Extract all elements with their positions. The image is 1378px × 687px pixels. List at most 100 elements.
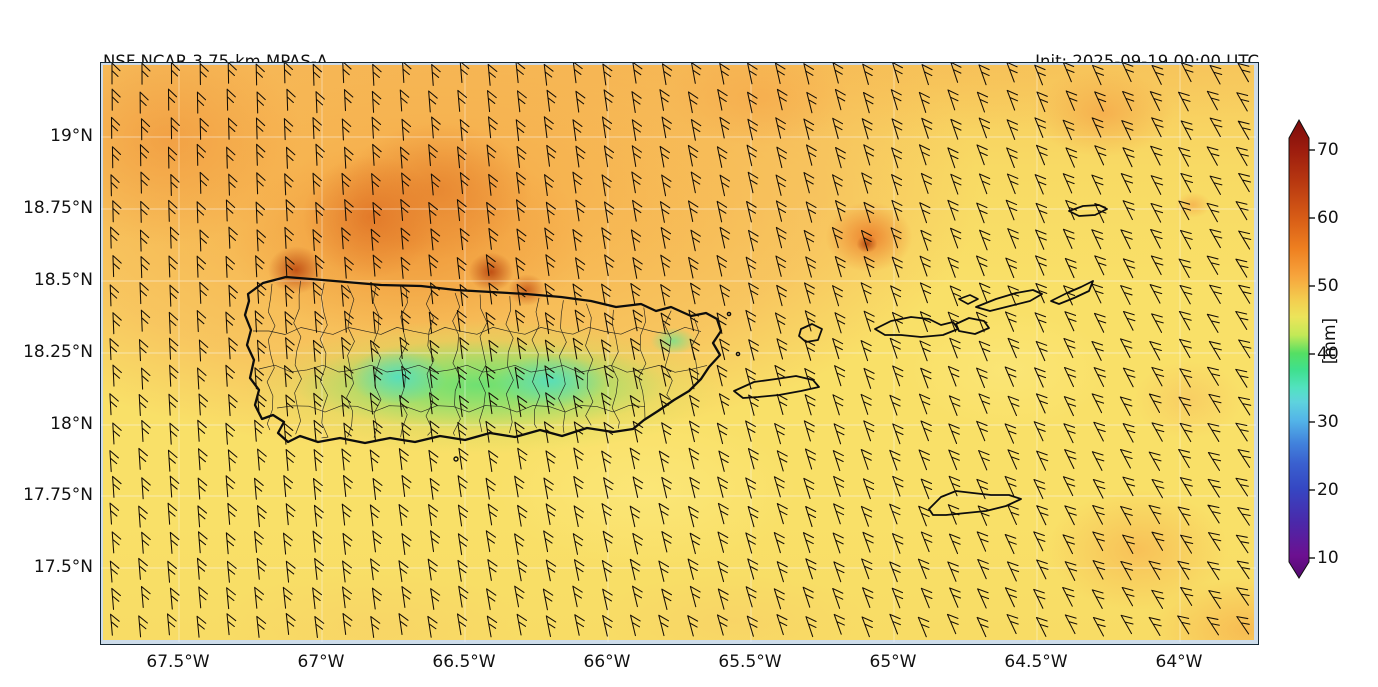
wind-barb — [315, 201, 325, 224]
wind-barb — [196, 255, 206, 278]
wind-barb — [342, 586, 352, 609]
wind-barb — [950, 227, 962, 249]
wind-barb — [1180, 63, 1194, 83]
wind-barb — [372, 530, 383, 553]
wind-barb — [1206, 313, 1220, 333]
wind-barb — [284, 365, 294, 388]
wind-barb — [514, 585, 525, 608]
wind-barb — [1065, 199, 1078, 221]
wind-barb — [341, 118, 352, 141]
wind-barb — [516, 228, 527, 251]
wind-barb — [891, 174, 903, 196]
wind-barb — [1151, 117, 1164, 138]
wind-barb — [285, 503, 296, 526]
wind-barb — [747, 448, 759, 470]
wind-barb — [1007, 504, 1020, 525]
wind-barb — [400, 227, 411, 250]
wind-barb — [111, 146, 122, 169]
wind-barb — [371, 116, 382, 139]
wind-barb — [1035, 340, 1048, 362]
wind-barb — [226, 587, 236, 610]
wind-barb — [1064, 449, 1077, 470]
wind-barb — [575, 145, 586, 168]
wind-barb — [199, 117, 209, 140]
wind-barb — [803, 63, 815, 85]
wind-barb — [687, 615, 699, 637]
wind-barb — [111, 88, 121, 111]
wind-barb — [803, 118, 815, 140]
wind-barb — [255, 63, 265, 86]
wind-barb — [1178, 310, 1192, 331]
wind-barb — [1206, 90, 1220, 111]
wind-barb — [312, 229, 323, 252]
wind-barb — [831, 227, 843, 249]
wind-barb — [1179, 284, 1193, 305]
wind-barb — [776, 450, 788, 472]
wind-barb — [978, 64, 990, 86]
wind-barb — [976, 202, 988, 224]
wind-barb — [140, 200, 150, 223]
wind-barb — [1121, 63, 1134, 83]
wind-barb — [1033, 421, 1046, 442]
wind-barb — [921, 64, 933, 86]
wind-barb — [199, 171, 209, 194]
wind-barb — [487, 63, 498, 86]
wind-barb — [197, 477, 208, 500]
wind-barb — [1092, 479, 1106, 499]
wind-barb — [343, 365, 354, 388]
wind-barb — [629, 505, 641, 528]
wind-barb — [890, 227, 902, 249]
culebra-outline — [798, 323, 823, 343]
wind-barb — [747, 91, 758, 114]
wind-barb — [1091, 341, 1104, 361]
wind-barb — [429, 477, 440, 500]
wind-barb — [632, 367, 644, 390]
wind-barb — [341, 448, 352, 471]
colorbar — [1288, 118, 1315, 579]
wind-barb — [459, 228, 470, 251]
wind-barb — [428, 144, 438, 167]
wind-barb — [169, 422, 179, 445]
wind-barb — [975, 311, 988, 333]
wind-barb — [1004, 311, 1017, 332]
wind-barb — [112, 422, 122, 445]
wind-barb — [109, 393, 119, 416]
wind-barb — [630, 614, 641, 637]
wind-barb — [601, 174, 612, 197]
wind-barb — [1178, 200, 1192, 221]
wind-barb — [1207, 504, 1221, 524]
wind-barb — [254, 310, 265, 333]
wind-barb — [167, 88, 178, 111]
wind-barb — [976, 91, 989, 113]
wind-barb — [863, 144, 875, 166]
wind-barb — [430, 228, 441, 251]
wind-barb — [948, 395, 961, 416]
wind-barb — [918, 91, 930, 113]
wind-barb — [1151, 422, 1165, 442]
wind-barb — [456, 310, 467, 332]
wind-barb — [775, 255, 787, 277]
wind-barb — [515, 199, 526, 222]
wind-barb — [861, 172, 873, 194]
wind-barb — [918, 393, 931, 415]
wind-barb — [225, 255, 235, 278]
wind-barb — [919, 311, 932, 333]
caja-de-muertos-islet — [453, 456, 459, 462]
wind-barb — [401, 533, 412, 556]
wind-barb — [977, 505, 990, 526]
colorbar-tick-marks — [1309, 149, 1315, 559]
wind-barb — [660, 254, 671, 277]
wind-barb — [314, 254, 325, 277]
wind-barb — [603, 201, 615, 224]
wind-barb — [545, 201, 556, 224]
wind-barb — [947, 311, 960, 333]
wind-barb — [919, 282, 932, 304]
wind-barb — [254, 367, 264, 390]
wind-barb — [169, 531, 180, 554]
wind-barb — [1237, 507, 1251, 526]
wind-barb — [430, 173, 441, 196]
wind-barb — [835, 146, 846, 169]
wind-barb — [573, 559, 585, 581]
wind-barb — [1064, 311, 1077, 332]
wind-barb — [572, 585, 583, 608]
